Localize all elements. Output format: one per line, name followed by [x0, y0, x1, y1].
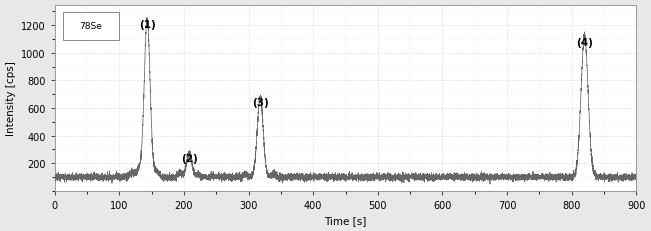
Text: (4): (4)	[576, 37, 593, 47]
Y-axis label: Intensity [cps]: Intensity [cps]	[6, 61, 16, 136]
Text: (1): (1)	[139, 20, 156, 30]
Text: (2): (2)	[181, 154, 197, 164]
FancyBboxPatch shape	[64, 13, 118, 41]
X-axis label: Time [s]: Time [s]	[324, 216, 367, 225]
Text: (3): (3)	[252, 98, 269, 108]
Text: 78Se: 78Se	[79, 22, 103, 31]
